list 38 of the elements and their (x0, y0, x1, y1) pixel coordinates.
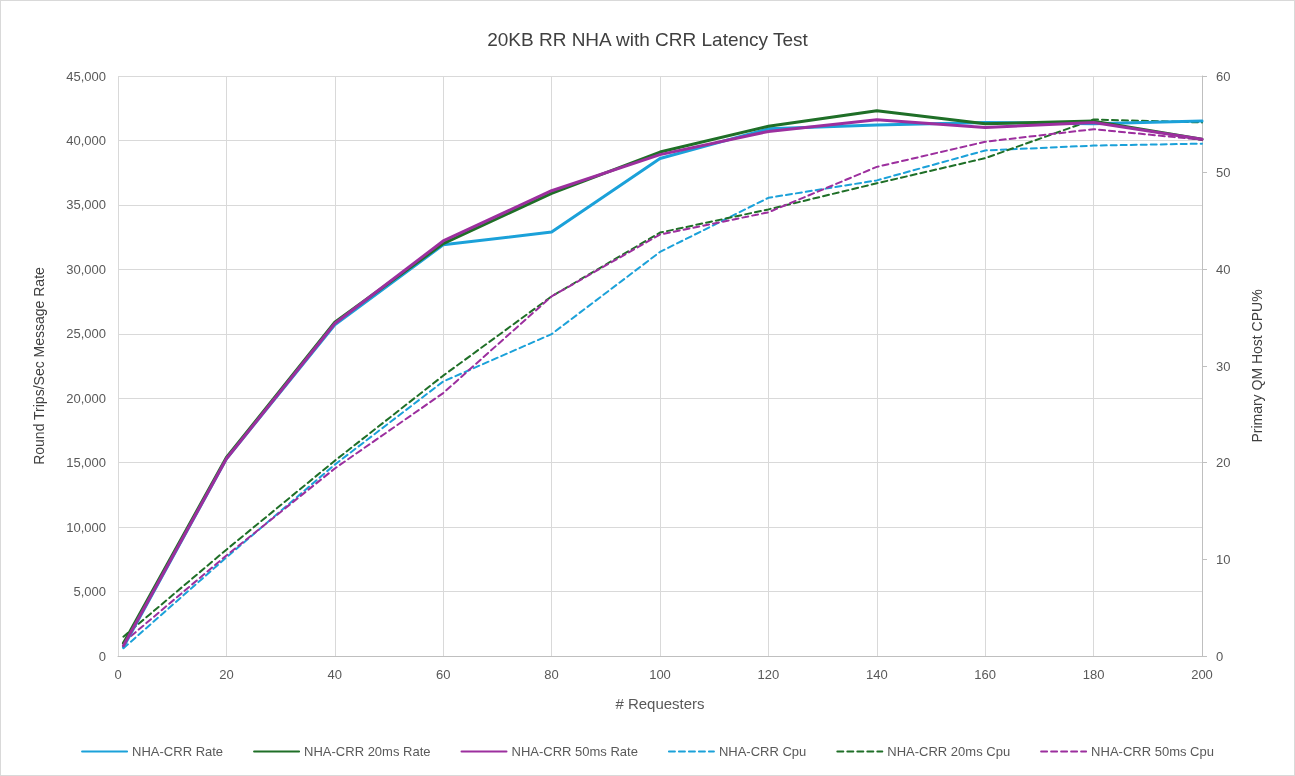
x-tick-label: 80 (544, 667, 559, 682)
y2-tick-label: 50 (1216, 165, 1231, 181)
y-tick-label: 30,000 (66, 261, 106, 277)
y-tick-label: 20,000 (66, 390, 106, 406)
y2-tick-label: 10 (1216, 551, 1231, 567)
y-tick-label: 5,000 (73, 584, 106, 600)
legend-label: NHA-CRR 50ms Rate (511, 744, 638, 759)
chart-title: 20KB RR NHA with CRR Latency Test (487, 29, 809, 50)
legend-label: NHA-CRR 20ms Rate (304, 744, 431, 759)
y2-tick-label: 0 (1216, 648, 1224, 664)
x-tick-label: 160 (974, 667, 997, 682)
x-tick-label: 140 (865, 667, 888, 682)
y-tick-label: 45,000 (66, 68, 106, 84)
y-tick-label: 25,000 (66, 326, 106, 342)
x-tick-label: 20 (219, 667, 234, 682)
y-axis-title: Round Trips/Sec Message Rate (31, 266, 47, 465)
x-tick-label: 180 (1082, 667, 1105, 682)
x-tick-label: 120 (757, 667, 780, 682)
y2-tick-label: 40 (1216, 261, 1231, 277)
legend-label: NHA-CRR Rate (132, 744, 224, 759)
x-tick-label: 60 (435, 667, 451, 682)
legend-label: NHA-CRR 50ms Cpu (1091, 744, 1214, 759)
legend-label: NHA-CRR 20ms Cpu (887, 744, 1011, 759)
x-tick-label: 40 (327, 667, 343, 682)
y2-tick-label: 60 (1216, 68, 1231, 84)
y-tick-label: 40,000 (66, 132, 106, 148)
y-tick-label: 35,000 (66, 197, 106, 213)
y2-tick-label: 20 (1216, 455, 1231, 471)
legend-label: NHA-CRR Cpu (718, 744, 807, 759)
y-tick-label: 0 (98, 648, 106, 664)
y2-axis-title: Primary QM Host CPU% (1249, 289, 1265, 443)
y-tick-label: 10,000 (66, 519, 106, 535)
x-tick-label: 200 (1191, 667, 1213, 682)
y-tick-label: 15,000 (66, 455, 106, 471)
y2-tick-label: 30 (1216, 358, 1231, 374)
x-tick-label: 0 (114, 667, 122, 682)
x-tick-label: 100 (649, 667, 671, 682)
x-axis-title: # Requesters (615, 695, 705, 712)
